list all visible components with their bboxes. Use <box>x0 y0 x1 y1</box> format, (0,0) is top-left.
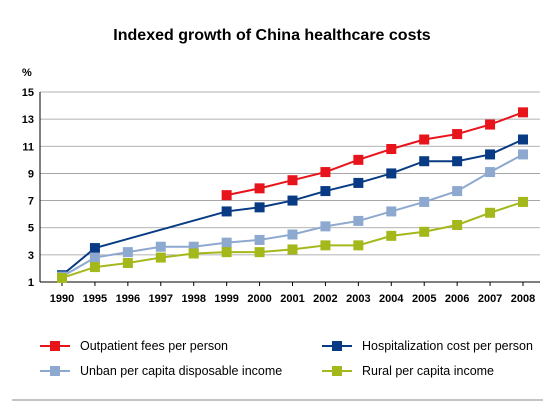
data-point <box>320 240 331 251</box>
data-point <box>353 215 364 226</box>
legend-item-3: Unban per capita disposable income <box>40 364 282 378</box>
y-tick-label: 3 <box>28 250 34 262</box>
data-point <box>353 177 364 188</box>
data-point <box>89 243 100 254</box>
data-point <box>353 240 364 251</box>
series-4 <box>57 196 528 283</box>
x-tick-label: 2000 <box>247 293 271 305</box>
data-point <box>386 206 397 217</box>
data-point <box>452 156 463 167</box>
series-1 <box>221 107 528 201</box>
x-tick-label: 1997 <box>149 293 173 305</box>
legend-label: Rural per capita income <box>362 364 494 378</box>
legend-label: Outpatient fees per person <box>80 339 228 353</box>
data-point <box>518 107 528 118</box>
legend-item-2: Hospitalization cost per person <box>322 339 533 353</box>
x-tick-label: 1998 <box>181 293 205 305</box>
data-point <box>287 244 298 255</box>
data-point <box>518 134 528 145</box>
chart-title: Indexed growth of China healthcare costs <box>113 27 430 44</box>
x-tick-label: 1996 <box>116 293 140 305</box>
y-tick-label: 7 <box>28 196 34 208</box>
data-point <box>254 247 265 258</box>
x-tick-label: 2003 <box>346 293 370 305</box>
legend: Outpatient fees per person Hospitalizatio… <box>40 339 533 378</box>
data-point <box>419 226 430 237</box>
data-point <box>485 207 496 218</box>
legend-item-1: Outpatient fees per person <box>40 339 228 353</box>
data-point <box>320 186 331 197</box>
data-point <box>188 241 199 252</box>
x-tick-label: 1990 <box>50 293 74 305</box>
x-tick-label: 1999 <box>214 293 238 305</box>
y-axis-unit: % <box>22 67 32 79</box>
data-point <box>518 149 528 160</box>
legend-marker <box>332 341 342 351</box>
data-point <box>221 190 232 201</box>
data-point <box>452 129 463 140</box>
x-tick-label: 2004 <box>379 293 404 305</box>
x-tick-label: 2005 <box>412 293 436 305</box>
data-point <box>419 196 430 207</box>
legend-item-4: Rural per capita income <box>322 364 494 378</box>
y-tick-label: 13 <box>22 114 34 126</box>
series-layer <box>57 107 528 283</box>
data-point <box>419 134 430 145</box>
x-tick-label: 1995 <box>83 293 107 305</box>
x-tick-label: 2007 <box>478 293 502 305</box>
data-point <box>386 168 397 179</box>
y-tick-label: 9 <box>28 168 34 180</box>
data-point <box>320 221 331 232</box>
y-tick-label: 11 <box>22 141 34 153</box>
data-point <box>89 252 100 263</box>
data-point <box>254 202 265 213</box>
data-point <box>155 241 166 252</box>
data-point <box>155 252 166 263</box>
data-point <box>452 220 463 230</box>
x-tick-label: 2002 <box>313 293 337 305</box>
x-tick-label: 2006 <box>445 293 469 305</box>
data-point <box>518 196 528 207</box>
x-tick-label: 2001 <box>280 293 304 305</box>
data-point <box>419 156 430 167</box>
data-point <box>485 167 496 178</box>
data-point <box>386 144 397 154</box>
legend-marker <box>332 366 342 376</box>
data-point <box>254 183 265 194</box>
data-point <box>287 229 298 240</box>
data-point <box>221 247 232 258</box>
legend-label: Unban per capita disposable income <box>80 364 282 378</box>
series-line <box>226 111 524 197</box>
y-tick-label: 15 <box>22 87 34 99</box>
data-point <box>221 206 232 217</box>
data-point <box>485 149 496 160</box>
series-line <box>61 138 524 276</box>
data-point <box>452 186 463 197</box>
data-point <box>188 248 199 259</box>
legend-label: Hospitalization cost per person <box>362 339 533 353</box>
data-point <box>320 167 331 178</box>
data-point <box>386 230 397 241</box>
data-point <box>485 119 496 130</box>
x-tick-label: 2008 <box>511 293 535 305</box>
series-2 <box>57 134 528 281</box>
y-tick-label: 5 <box>28 223 34 235</box>
data-point <box>353 154 364 165</box>
data-point <box>57 272 67 283</box>
data-point <box>122 258 133 268</box>
data-point <box>122 247 133 258</box>
data-point <box>254 234 265 245</box>
data-point <box>287 195 298 206</box>
legend-marker <box>50 366 60 376</box>
data-point <box>89 262 100 273</box>
data-point <box>287 175 298 186</box>
y-tick-label: 1 <box>28 277 34 289</box>
legend-marker <box>50 341 60 351</box>
data-point <box>221 237 232 248</box>
